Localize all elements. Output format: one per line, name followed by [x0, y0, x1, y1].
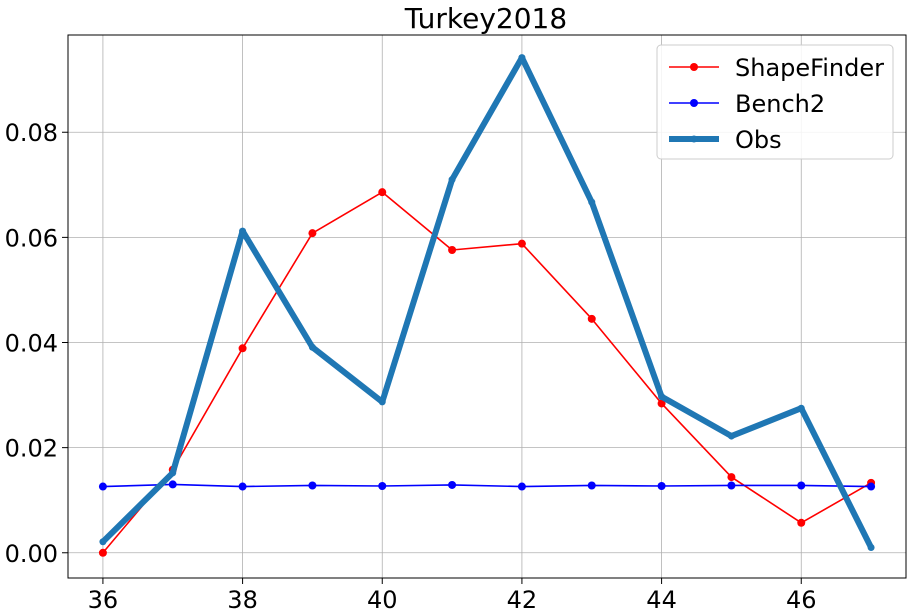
- legend-label: Bench2: [735, 90, 825, 118]
- x-tick-label: 40: [367, 586, 398, 614]
- y-tick-label: 0.08: [5, 119, 58, 147]
- data-point: [239, 227, 247, 235]
- data-point: [727, 481, 736, 490]
- legend-item: Obs: [669, 126, 782, 154]
- data-point: [587, 314, 596, 323]
- data-point: [517, 482, 526, 491]
- x-tick-label: 44: [646, 586, 677, 614]
- data-point: [448, 245, 457, 254]
- series-obs: [99, 54, 875, 552]
- x-tick-label: 42: [507, 586, 538, 614]
- series-bench2: [98, 480, 876, 491]
- data-point: [308, 343, 316, 351]
- chart-title: Turkey2018: [404, 2, 567, 35]
- x-tick-label: 38: [227, 586, 258, 614]
- data-point: [797, 518, 806, 527]
- data-point: [238, 482, 247, 491]
- y-tick-label: 0.02: [5, 435, 58, 463]
- data-point: [658, 393, 666, 401]
- plot-frame: [67, 34, 907, 579]
- y-tick-label: 0.06: [5, 224, 58, 252]
- data-point: [727, 432, 735, 440]
- data-point: [517, 239, 526, 248]
- data-point: [378, 398, 386, 406]
- data-point: [378, 188, 387, 197]
- data-point: [168, 480, 177, 489]
- legend-marker: [690, 63, 698, 71]
- legend-label: Obs: [735, 126, 782, 154]
- series-layer: [98, 54, 876, 557]
- data-point: [867, 482, 876, 491]
- data-point: [448, 480, 457, 489]
- data-point: [518, 54, 526, 62]
- y-axis: 0.00 0.02 0.04 0.06 0.08: [5, 119, 68, 568]
- data-point: [657, 482, 666, 491]
- data-point: [587, 481, 596, 490]
- series-line-obs: [100, 54, 874, 549]
- legend-box: [656, 44, 894, 160]
- data-point: [797, 404, 805, 412]
- data-point: [797, 481, 806, 490]
- x-tick-label: 36: [88, 586, 119, 614]
- y-tick-label: 0.04: [5, 330, 58, 358]
- data-point: [308, 481, 317, 490]
- legend-label: ShapeFinder: [735, 54, 884, 82]
- series-line-bench2: [102, 483, 872, 488]
- data-point: [657, 399, 666, 408]
- data-point: [378, 482, 387, 491]
- legend-marker: [690, 99, 698, 107]
- data-point: [727, 473, 736, 482]
- data-point: [99, 538, 107, 546]
- data-point: [308, 229, 317, 238]
- x-axis: 36 38 40 42 44 46: [88, 578, 817, 614]
- legend-marker: [690, 135, 698, 143]
- data-point: [588, 198, 596, 206]
- data-point: [448, 176, 456, 184]
- data-point: [98, 482, 107, 491]
- data-point: [238, 344, 247, 353]
- legend-item: ShapeFinder: [669, 54, 884, 82]
- y-tick-label: 0.00: [5, 540, 58, 568]
- data-point: [169, 469, 177, 477]
- legend: ShapeFinder Bench2 Obs: [656, 44, 894, 160]
- data-point: [98, 548, 107, 557]
- x-tick-label: 46: [786, 586, 817, 614]
- legend-item: Bench2: [669, 90, 825, 118]
- data-point: [867, 544, 875, 552]
